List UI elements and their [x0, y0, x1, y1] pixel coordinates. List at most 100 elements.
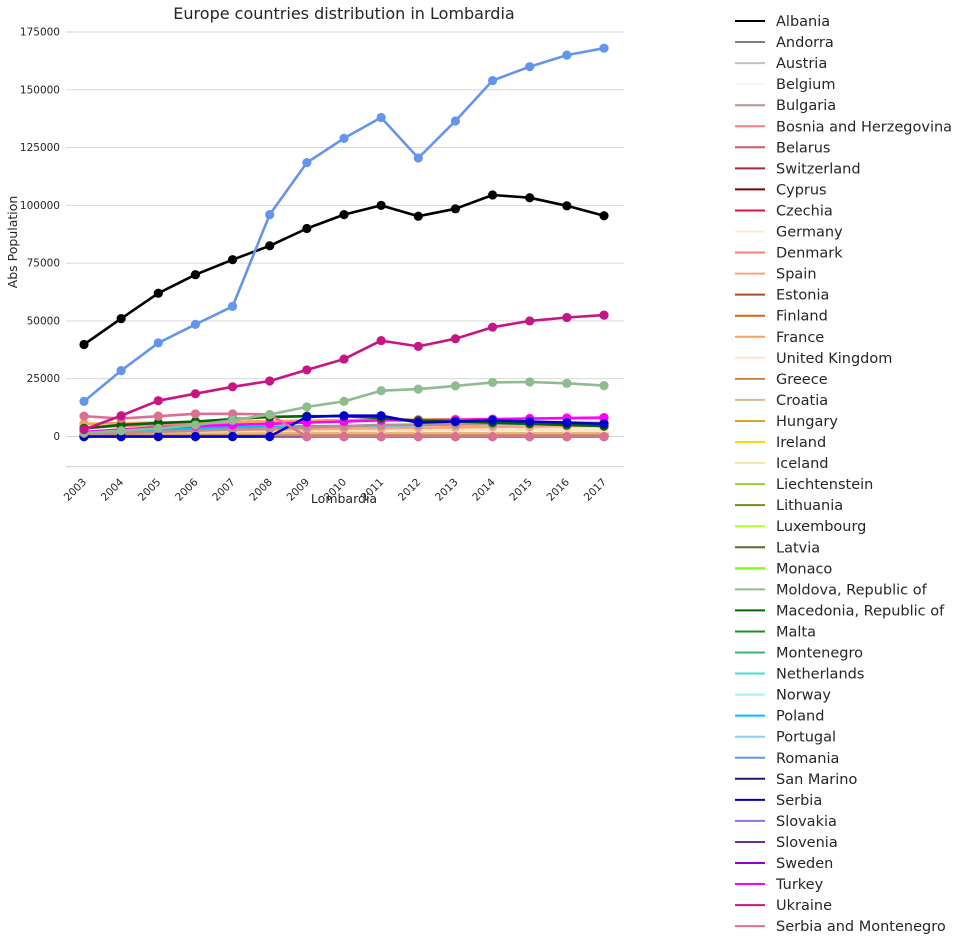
legend-item: Bosnia and Herzegovina: [735, 119, 952, 135]
data-point: [599, 431, 609, 442]
legend-label: Greece: [776, 372, 828, 388]
legend-item: Spain: [735, 267, 817, 283]
data-point: [227, 409, 238, 419]
data-point: [153, 411, 163, 421]
data-point: [339, 431, 349, 442]
legend-label: Germany: [776, 225, 843, 241]
data-point: [487, 322, 498, 332]
legend-label: Switzerland: [776, 161, 861, 177]
data-point: [376, 112, 386, 123]
data-point: [339, 210, 349, 220]
legend-item: France: [735, 330, 824, 346]
legend-label: Poland: [776, 709, 824, 725]
legend-item: Luxembourg: [735, 519, 866, 535]
x-axis-label: Lombardia: [311, 491, 377, 506]
data-point: [302, 365, 312, 375]
data-point: [153, 423, 163, 434]
data-point: [450, 334, 461, 344]
y-tick-label: 75000: [27, 258, 60, 270]
data-point: [562, 378, 572, 388]
data-point: [525, 377, 535, 387]
legend-item: Cyprus: [735, 182, 827, 198]
legend-label: United Kingdom: [776, 351, 892, 367]
legend-label: Moldova, Republic of: [776, 582, 928, 598]
data-point: [302, 223, 312, 234]
legend-label: Bosnia and Herzegovina: [776, 119, 952, 135]
data-point: [339, 133, 349, 143]
data-point: [376, 411, 386, 421]
legend-item: Serbia: [735, 793, 822, 809]
y-tick-label: 50000: [27, 315, 60, 327]
series-line: [79, 190, 609, 350]
legend-item: Poland: [735, 709, 824, 725]
series-line: [79, 310, 609, 435]
data-point: [450, 116, 461, 126]
data-point: [525, 62, 535, 72]
legend-label: Lithuania: [776, 498, 843, 514]
legend-item: Andorra: [735, 35, 834, 51]
legend-label: Hungary: [776, 414, 838, 430]
data-point: [227, 431, 238, 442]
legend-item: Serbia and Montenegro: [735, 919, 946, 935]
data-point: [116, 314, 126, 324]
legend-label: Belarus: [776, 140, 831, 156]
data-point: [376, 335, 386, 346]
legend-item: Finland: [735, 309, 828, 325]
data-point: [525, 416, 535, 427]
legend-item: Ukraine: [735, 898, 832, 914]
legend-label: Monaco: [776, 561, 832, 577]
legend-label: Portugal: [776, 730, 836, 746]
data-point: [265, 376, 275, 386]
legend-label: Andorra: [776, 35, 834, 51]
legend-label: Latvia: [776, 540, 820, 556]
legend-label: Malta: [776, 624, 816, 640]
data-point: [302, 412, 312, 422]
legend-label: Romania: [776, 751, 839, 767]
data-point: [450, 381, 461, 391]
legend-item: Slovakia: [735, 814, 837, 830]
data-point: [599, 419, 609, 429]
data-point: [450, 204, 461, 214]
data-point: [525, 431, 535, 442]
legend-label: Croatia: [776, 393, 828, 409]
data-point: [190, 420, 201, 430]
data-point: [376, 200, 386, 210]
legend-item: Iceland: [735, 456, 828, 472]
legend-label: San Marino: [776, 772, 857, 788]
legend-label: Belgium: [776, 77, 835, 93]
data-point: [116, 411, 126, 421]
data-point: [79, 339, 89, 350]
data-point: [116, 426, 126, 436]
data-point: [153, 396, 163, 406]
legend-item: San Marino: [735, 772, 857, 788]
legend-label: France: [776, 330, 824, 346]
data-point: [190, 319, 201, 329]
legend-item: Monaco: [735, 561, 832, 577]
legend-item: Hungary: [735, 414, 838, 430]
data-point: [525, 193, 535, 203]
data-point: [302, 157, 312, 168]
legend-item: Malta: [735, 624, 816, 640]
data-point: [265, 431, 275, 442]
data-point: [265, 419, 275, 429]
data-point: [190, 389, 201, 399]
data-point: [265, 210, 275, 220]
data-point: [413, 431, 423, 442]
legend-label: Norway: [776, 688, 831, 704]
data-point: [227, 382, 238, 392]
legend-item: Croatia: [735, 393, 828, 409]
legend-item: Romania: [735, 751, 839, 767]
legend-item: Belgium: [735, 77, 835, 93]
legend-label: Serbia: [776, 793, 822, 809]
y-tick-label: 175000: [20, 27, 60, 39]
legend: Albania Andorra Austria Belgium Bulgaria Bosn…: [735, 14, 952, 935]
legend-label: Netherlands: [776, 667, 864, 683]
legend-item: Netherlands: [735, 667, 864, 683]
data-point: [413, 384, 423, 394]
legend-item: Macedonia, Republic of: [735, 603, 945, 619]
data-point: [79, 424, 89, 435]
data-point: [376, 386, 386, 396]
legend-label: Ireland: [776, 435, 826, 451]
legend-item: United Kingdom: [735, 351, 892, 367]
